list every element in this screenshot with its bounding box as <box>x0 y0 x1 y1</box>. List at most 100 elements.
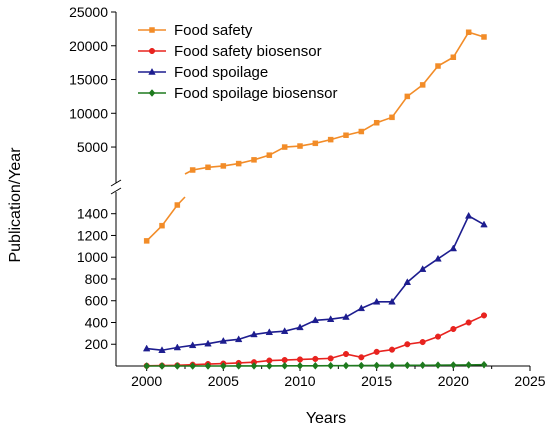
data-point <box>173 343 182 351</box>
x-tick-label: 2015 <box>361 373 392 389</box>
data-point <box>480 220 488 228</box>
series-layer <box>142 29 488 370</box>
data-point <box>296 356 304 363</box>
x-tick-label: 2020 <box>438 373 469 389</box>
data-point <box>158 346 166 353</box>
data-point <box>174 202 181 208</box>
series-food-spoilage <box>142 211 488 353</box>
data-point <box>358 354 365 361</box>
data-point <box>450 54 457 60</box>
y-tick-label: 25000 <box>69 4 108 20</box>
data-point <box>450 361 457 369</box>
data-point <box>266 362 273 370</box>
data-point <box>265 328 274 336</box>
data-point <box>434 254 442 262</box>
y-tick-label: 10000 <box>69 105 108 121</box>
x-tick-label: 2025 <box>514 373 545 389</box>
legend-label: Food spoilage <box>174 64 268 81</box>
y-tick-label: 400 <box>85 314 109 330</box>
data-point <box>327 136 334 143</box>
data-point <box>312 355 319 362</box>
legend-marker <box>148 47 156 55</box>
data-point <box>296 323 304 331</box>
legend-item: Food spoilage <box>138 64 268 81</box>
series-line <box>146 214 485 352</box>
data-point <box>219 336 228 344</box>
x-tick-label: 2000 <box>131 373 162 389</box>
data-point <box>326 315 335 322</box>
data-point <box>297 143 303 149</box>
data-point <box>388 361 396 370</box>
data-point <box>220 163 227 169</box>
y-tick-label: 15000 <box>69 72 108 88</box>
data-point <box>389 114 395 121</box>
legend-item: Food safety biosensor <box>138 43 322 60</box>
data-point <box>235 160 242 167</box>
data-point <box>158 362 166 370</box>
legend-item: Food safety <box>138 22 253 39</box>
series-food-spoilage-biosensor <box>143 360 488 370</box>
data-point <box>358 361 365 370</box>
y-tick-label: 1200 <box>77 227 108 243</box>
data-point <box>404 361 411 370</box>
data-point <box>143 238 150 244</box>
axes: 2000 2005 2010 2015 2020 2025 5000 10000 15000 20… <box>69 4 546 389</box>
data-point <box>388 346 396 353</box>
data-point <box>434 361 442 370</box>
data-point <box>143 362 150 370</box>
data-point <box>465 319 472 326</box>
y-axis-title: Publication/Year <box>7 147 24 263</box>
data-point <box>250 362 258 370</box>
data-point <box>434 333 442 340</box>
data-point <box>358 128 365 135</box>
data-point <box>343 132 349 138</box>
legend-label: Food spoilage biosensor <box>174 85 337 102</box>
data-point <box>357 304 366 312</box>
data-point <box>464 211 473 219</box>
legend-marker <box>148 67 156 75</box>
data-point <box>174 362 181 370</box>
data-point <box>266 152 273 158</box>
data-point <box>189 167 196 173</box>
data-point <box>312 361 319 370</box>
data-point <box>465 29 472 36</box>
legend-marker <box>149 27 155 33</box>
data-point <box>388 297 396 305</box>
legend: Food safety Food safety biosensor Food spo… <box>138 22 337 102</box>
data-point <box>311 316 320 324</box>
data-point <box>419 339 426 346</box>
x-axis-title: Years <box>306 410 346 427</box>
data-point <box>465 361 472 369</box>
data-point <box>234 335 243 343</box>
legend-marker <box>148 89 156 97</box>
data-point <box>419 82 426 88</box>
y-axis-break-mark <box>110 179 122 187</box>
data-point <box>450 325 457 333</box>
data-point <box>404 341 411 348</box>
data-point <box>296 361 304 370</box>
data-point <box>327 355 334 362</box>
data-point <box>204 362 212 370</box>
y-tick-label: 600 <box>85 293 109 309</box>
data-point <box>480 312 488 319</box>
data-point <box>403 278 412 285</box>
y-tick-label: 800 <box>85 271 109 287</box>
data-point <box>373 119 380 126</box>
x-tick-label: 2005 <box>208 373 239 389</box>
data-point <box>220 362 227 370</box>
data-point <box>342 361 350 370</box>
y-tick-label: 200 <box>85 336 109 352</box>
data-point <box>251 157 257 163</box>
data-point <box>280 327 289 334</box>
data-point <box>372 297 381 305</box>
data-point <box>373 348 380 355</box>
data-point <box>449 244 458 252</box>
data-point <box>188 341 197 349</box>
data-point <box>480 360 488 369</box>
data-point <box>373 361 380 370</box>
y-axis-break-mark <box>110 187 122 195</box>
legend-label: Food safety biosensor <box>174 43 322 60</box>
data-point <box>159 222 165 229</box>
legend-label: Food safety <box>174 22 253 39</box>
